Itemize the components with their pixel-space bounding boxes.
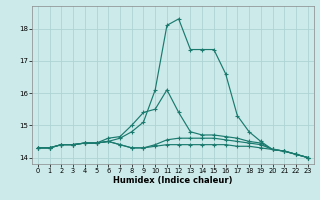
X-axis label: Humidex (Indice chaleur): Humidex (Indice chaleur) — [113, 176, 233, 185]
